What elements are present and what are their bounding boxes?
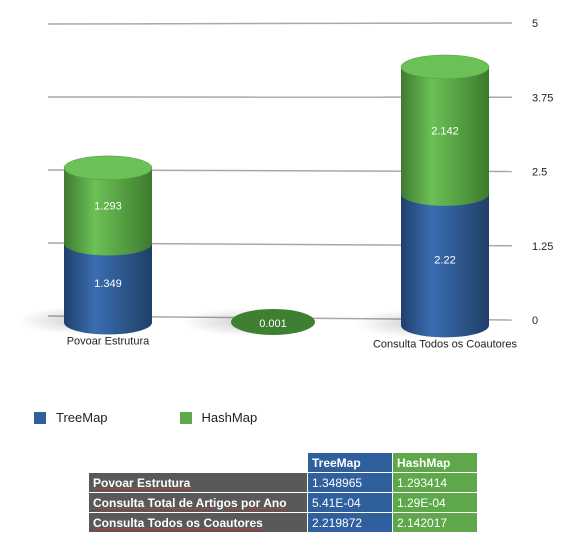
data-label: 1.349 bbox=[94, 278, 122, 290]
table-row: Consulta Total de Artigos por Ano 5.41E-… bbox=[88, 492, 478, 513]
cylinder-top bbox=[231, 308, 315, 335]
data-table: TreeMap HashMap Povoar Estrutura 1.34896… bbox=[88, 452, 478, 533]
table-row: Consulta Todos os Coautores 2.219872 2.1… bbox=[88, 512, 478, 533]
table-header-row: TreeMap HashMap bbox=[88, 452, 478, 473]
data-label: 2.142 bbox=[431, 125, 459, 137]
bar-segment-hashmap bbox=[64, 167, 152, 256]
bar-segment-treemap bbox=[64, 243, 152, 335]
y-tick-label: 2.5 bbox=[532, 167, 547, 179]
cylinder-body bbox=[64, 243, 152, 335]
legend-swatch-hashmap bbox=[179, 411, 192, 424]
legend-label-treemap: TreeMap bbox=[56, 410, 108, 425]
cylinder-top bbox=[63, 155, 153, 181]
chart-legend: TreeMap HashMap bbox=[34, 410, 257, 425]
x-tick-label: Povoar Estrutura bbox=[67, 336, 150, 348]
y-tick-label: 1.25 bbox=[532, 241, 553, 253]
x-tick-label: Consulta Todos os Coautores bbox=[373, 338, 518, 350]
table-cell-hashmap: 1.29E-04 bbox=[392, 492, 478, 513]
table-cell-hashmap: 1.293414 bbox=[392, 472, 478, 493]
table-row-label: Consulta Todos os Coautores bbox=[88, 512, 308, 533]
table-corner-cell bbox=[88, 452, 308, 473]
bar-segment-hashmap bbox=[401, 66, 489, 206]
data-label: 0.001 bbox=[259, 318, 287, 330]
legend-label-hashmap: HashMap bbox=[201, 410, 258, 425]
cylinder-top bbox=[400, 54, 490, 80]
cylinder-body bbox=[401, 193, 489, 338]
table-header-treemap: TreeMap bbox=[307, 452, 393, 473]
gridline bbox=[47, 22, 513, 25]
legend-item-hashmap: HashMap bbox=[179, 410, 258, 425]
data-label: 2.22 bbox=[434, 255, 455, 267]
y-tick-label: 3.75 bbox=[532, 92, 553, 104]
y-tick-label: 5 bbox=[532, 18, 538, 30]
cylinder-body bbox=[64, 167, 152, 256]
table-row-label: Povoar Estrutura bbox=[88, 472, 308, 493]
y-tick-label: 0 bbox=[532, 315, 538, 327]
legend-swatch-treemap bbox=[34, 411, 46, 424]
table-row: Povoar Estrutura 1.348965 1.293414 bbox=[88, 472, 478, 493]
table-cell-treemap: 2.219872 bbox=[307, 512, 393, 533]
legend-item-treemap: TreeMap bbox=[34, 410, 108, 425]
table-row-label: Consulta Total de Artigos por Ano bbox=[88, 492, 308, 513]
stacked-cylinder-chart: 0 1.25 2.5 3.75 5 1.349 1.293 Povoar Estrutura 0… bbox=[18, 18, 553, 350]
table-cell-treemap: 5.41E-04 bbox=[307, 492, 393, 513]
cylinder-body bbox=[401, 66, 489, 206]
bar-segment-treemap bbox=[401, 193, 489, 338]
data-label: 1.293 bbox=[94, 201, 122, 213]
table-header-hashmap: HashMap bbox=[392, 452, 478, 473]
table-cell-treemap: 1.348965 bbox=[307, 472, 393, 493]
table-cell-hashmap: 2.142017 bbox=[392, 512, 478, 533]
